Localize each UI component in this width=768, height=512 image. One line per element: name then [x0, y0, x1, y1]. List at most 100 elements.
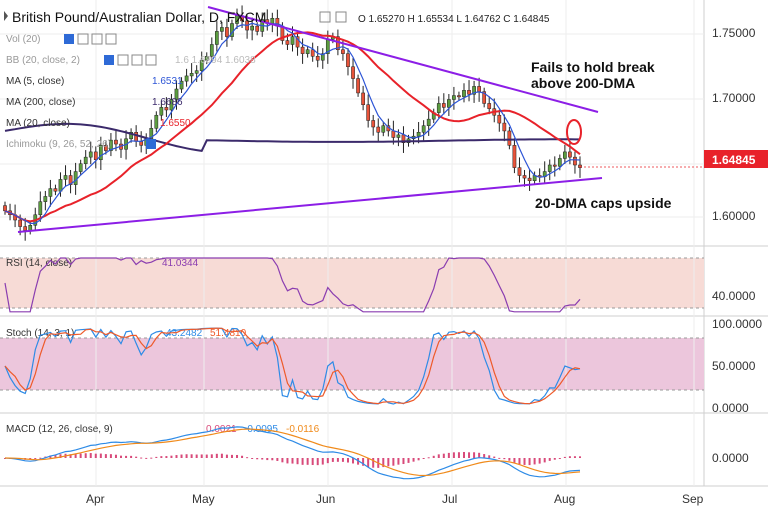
- candle-body: [341, 49, 345, 54]
- ma200-label[interactable]: MA (200, close): [6, 97, 75, 108]
- macd-histogram-bar: [135, 456, 138, 458]
- macd-histogram-bar: [185, 454, 188, 458]
- stoch-label[interactable]: Stoch (14, 3, 1): [6, 328, 74, 339]
- lower-trendline[interactable]: [17, 177, 603, 233]
- macd-histogram-bar: [543, 458, 546, 463]
- candle-body: [255, 25, 260, 32]
- macd-histogram-bar: [498, 457, 501, 459]
- grid-lines: [0, 0, 704, 486]
- macd-histogram-bar: [266, 458, 269, 461]
- candle-body: [164, 107, 169, 111]
- price-axis[interactable]: 1.75000 1.70000 1.60000 1.64845: [704, 26, 768, 223]
- ichimoku-label[interactable]: Ichimoku (9, 26, 52, 26): [6, 139, 111, 150]
- rsi-line: [4, 257, 581, 313]
- upper-trendline[interactable]: [207, 6, 599, 113]
- settings-icon[interactable]: [117, 54, 129, 66]
- macd-histogram-bar: [155, 456, 158, 458]
- vol-label[interactable]: Vol (20): [6, 34, 40, 45]
- macd-histogram-bar: [367, 458, 370, 468]
- chart-header: British Pound/Australian Dollar, D, FXCM…: [4, 9, 550, 25]
- macd-histogram-bar: [241, 455, 244, 458]
- candle-body: [184, 75, 189, 82]
- candle-body: [179, 80, 184, 90]
- macd-histogram-bar: [200, 454, 203, 458]
- candle-body: [68, 175, 73, 185]
- annotation-fail-line2: above 200-DMA: [531, 75, 635, 91]
- close-icon[interactable]: [145, 54, 157, 66]
- rsi-label[interactable]: RSI (14, close): [6, 258, 72, 269]
- candle-body: [563, 151, 567, 159]
- time-label: Jun: [316, 492, 335, 506]
- bb-values: 1.6 1.6894 1.6038: [175, 55, 256, 66]
- macd-histogram-bar: [291, 458, 294, 464]
- macd-histogram-bar: [362, 458, 365, 466]
- candle-body: [270, 18, 275, 24]
- eye-icon[interactable]: [64, 34, 74, 44]
- macd-histogram-bar: [281, 458, 284, 463]
- macd-histogram-bar: [427, 457, 430, 459]
- candle-body: [214, 31, 219, 45]
- stoch-pane[interactable]: Stoch (14, 3, 1) 43.2482 51.4810 100.000…: [4, 317, 762, 415]
- symbol-title[interactable]: British Pound/Australian Dollar, D, FXCM: [12, 9, 266, 25]
- macd-histogram-bar: [195, 454, 198, 458]
- candle-body: [552, 164, 557, 167]
- macd-histogram-bar: [271, 458, 274, 461]
- close-icon[interactable]: [105, 33, 117, 45]
- candle-body: [351, 66, 355, 79]
- candle-body: [300, 46, 305, 54]
- more-icon[interactable]: [335, 11, 347, 23]
- macd-line: [4, 426, 581, 480]
- candle-body: [557, 158, 562, 167]
- header-buttons[interactable]: [319, 11, 347, 23]
- collapse-arrow-icon[interactable]: [4, 11, 8, 21]
- macd-histogram-bar: [79, 453, 82, 458]
- candle-body: [93, 151, 98, 161]
- settings-icon[interactable]: [77, 33, 89, 45]
- time-axis[interactable]: Apr May Jun Jul Aug Sep: [86, 492, 704, 506]
- add-icon[interactable]: [91, 33, 103, 45]
- ma5-label[interactable]: MA (5, close): [6, 76, 64, 87]
- candle-body: [209, 44, 214, 57]
- eye-icon[interactable]: [104, 55, 114, 65]
- ma200-value: 1.6686: [152, 97, 183, 108]
- stoch-k-line: [4, 327, 581, 405]
- bb-label[interactable]: BB (20, close, 2): [6, 55, 80, 66]
- macd-histogram-bar: [462, 451, 465, 458]
- macd-histogram-bar: [69, 454, 72, 458]
- macd-histogram-bar: [402, 458, 405, 465]
- macd-histogram-bar: [84, 453, 87, 458]
- macd-label[interactable]: MACD (12, 26, close, 9): [6, 424, 113, 435]
- candle-body: [507, 130, 512, 146]
- macd-pane[interactable]: MACD (12, 26, close, 9) 0.0021 -0.0095 -…: [4, 424, 749, 480]
- time-label: Sep: [682, 492, 704, 506]
- macd-tick: 0.0000: [712, 451, 749, 465]
- macd-histogram-bar: [321, 458, 324, 465]
- candle-body: [497, 114, 502, 124]
- rsi-pane[interactable]: RSI (14, close) 41.0344 40.0000: [4, 257, 756, 313]
- stoch-d-value: 51.4810: [210, 328, 247, 339]
- time-label: Apr: [86, 492, 105, 506]
- macd-histogram-bar: [89, 453, 92, 458]
- macd-histogram-bar: [326, 458, 329, 464]
- macd-histogram-bar: [114, 454, 117, 458]
- macd-histogram-bar: [513, 458, 516, 463]
- candle-body: [482, 91, 487, 104]
- macd-histogram-bar: [422, 458, 425, 459]
- rsi-band: [0, 258, 704, 308]
- candle-body: [361, 92, 365, 105]
- ma20-label[interactable]: MA (20, close): [6, 118, 70, 129]
- candle-body: [169, 99, 174, 111]
- macd-histogram-bar: [170, 455, 173, 458]
- macd-histogram-bar: [130, 455, 133, 458]
- add-icon[interactable]: [131, 54, 143, 66]
- candle-body: [194, 70, 199, 74]
- candle-body: [18, 219, 22, 227]
- price-axis-area[interactable]: [704, 0, 768, 512]
- eye-icon[interactable]: [146, 139, 156, 149]
- candle-body: [225, 27, 229, 37]
- settings-icon[interactable]: [319, 11, 331, 23]
- macd-histogram-bar: [563, 456, 566, 458]
- ma20-line: [4, 31, 581, 223]
- candle-body: [356, 78, 360, 94]
